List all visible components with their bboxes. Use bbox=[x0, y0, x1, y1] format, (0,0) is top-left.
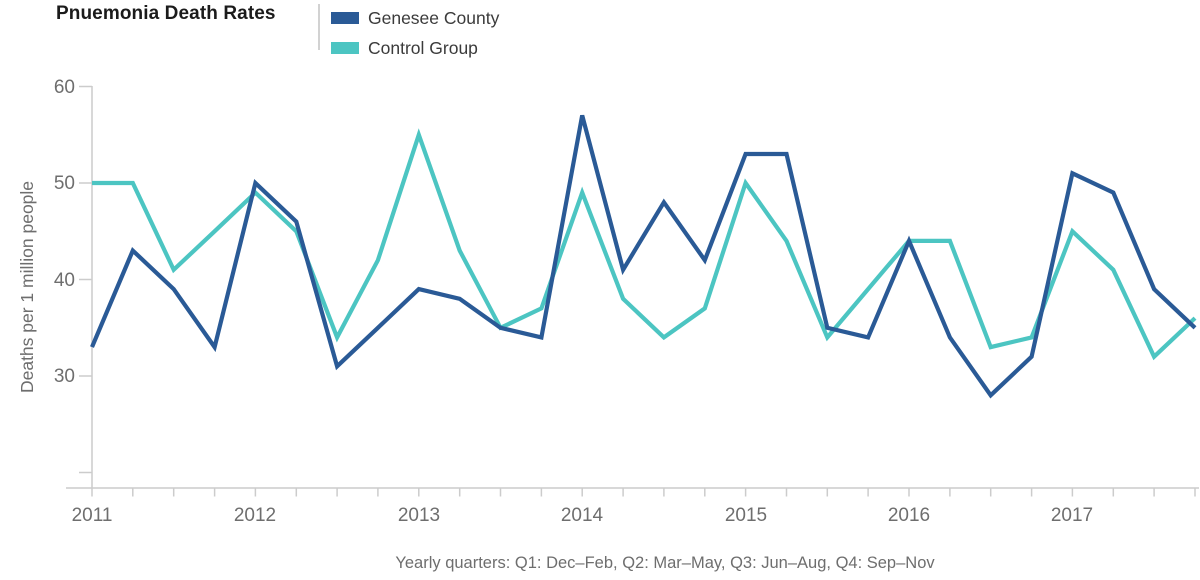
x-axis-tick-marks bbox=[91, 488, 1196, 497]
legend-label-control-group: Control Group bbox=[368, 37, 478, 58]
legend: Genesee County Control Group bbox=[331, 5, 499, 65]
x-tick-label-2016: 2016 bbox=[888, 505, 930, 526]
y-tick-label-40: 40 bbox=[54, 270, 75, 291]
genesee-county-line bbox=[90, 114, 1197, 399]
x-tick-label-2014: 2014 bbox=[561, 505, 604, 526]
x-tick-label-2011: 2011 bbox=[72, 505, 113, 526]
legend-item-control-group: Control Group bbox=[331, 35, 499, 61]
y-tick-label-60: 60 bbox=[54, 77, 75, 98]
x-tick-label-2012: 2012 bbox=[234, 505, 276, 526]
control-group-line bbox=[92, 128, 1197, 361]
control-group-swatch bbox=[331, 42, 359, 54]
y-tick-label-50: 50 bbox=[54, 173, 75, 194]
x-tick-label-2015: 2015 bbox=[725, 505, 767, 526]
chart-title: Pnuemonia Death Rates bbox=[56, 3, 276, 24]
quarters-footnote: Yearly quarters: Q1: Dec–Feb, Q2: Mar–Ma… bbox=[395, 554, 935, 572]
y-axis-title: Deaths per 1 million people bbox=[17, 181, 37, 393]
genesee-county-swatch bbox=[331, 12, 359, 24]
y-tick-label-30: 30 bbox=[54, 366, 75, 387]
y-axis-tick-marks bbox=[79, 85, 92, 474]
x-tick-label-2017: 2017 bbox=[1051, 505, 1093, 526]
legend-item-genesee-county: Genesee County bbox=[331, 5, 499, 31]
x-tick-label-2013: 2013 bbox=[398, 505, 440, 526]
legend-label-genesee-county: Genesee County bbox=[368, 7, 500, 28]
title-legend-divider bbox=[318, 4, 320, 50]
